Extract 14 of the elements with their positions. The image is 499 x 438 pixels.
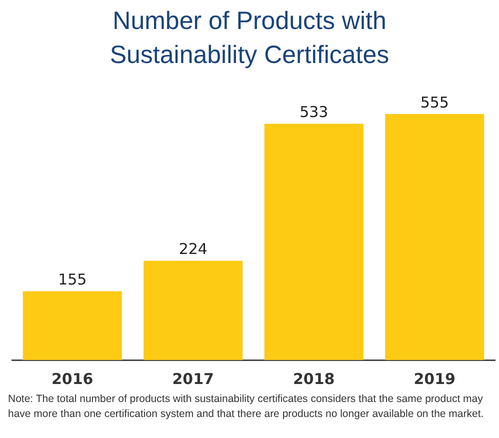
x-tick-label: 2017 — [172, 370, 214, 388]
x-tick-label: 2016 — [52, 370, 94, 388]
x-tick-label: 2019 — [414, 370, 456, 388]
text: Note: The total number of products with sustainability certificates considers that the same product may have more than one certification system and that there are products no longer available on the market. — [7, 392, 485, 422]
bar — [144, 260, 243, 360]
bar — [385, 114, 484, 360]
chart-title: Number of Products with Sustainability Certificates — [108, 6, 390, 71]
bar — [264, 124, 364, 360]
data-label: 224 — [178, 240, 208, 258]
x-tick-label: 2018 — [293, 370, 335, 388]
data-label: 155 — [58, 270, 87, 289]
data-label: 555 — [420, 93, 449, 112]
bar — [22, 291, 122, 360]
data-label: 533 — [300, 103, 328, 122]
